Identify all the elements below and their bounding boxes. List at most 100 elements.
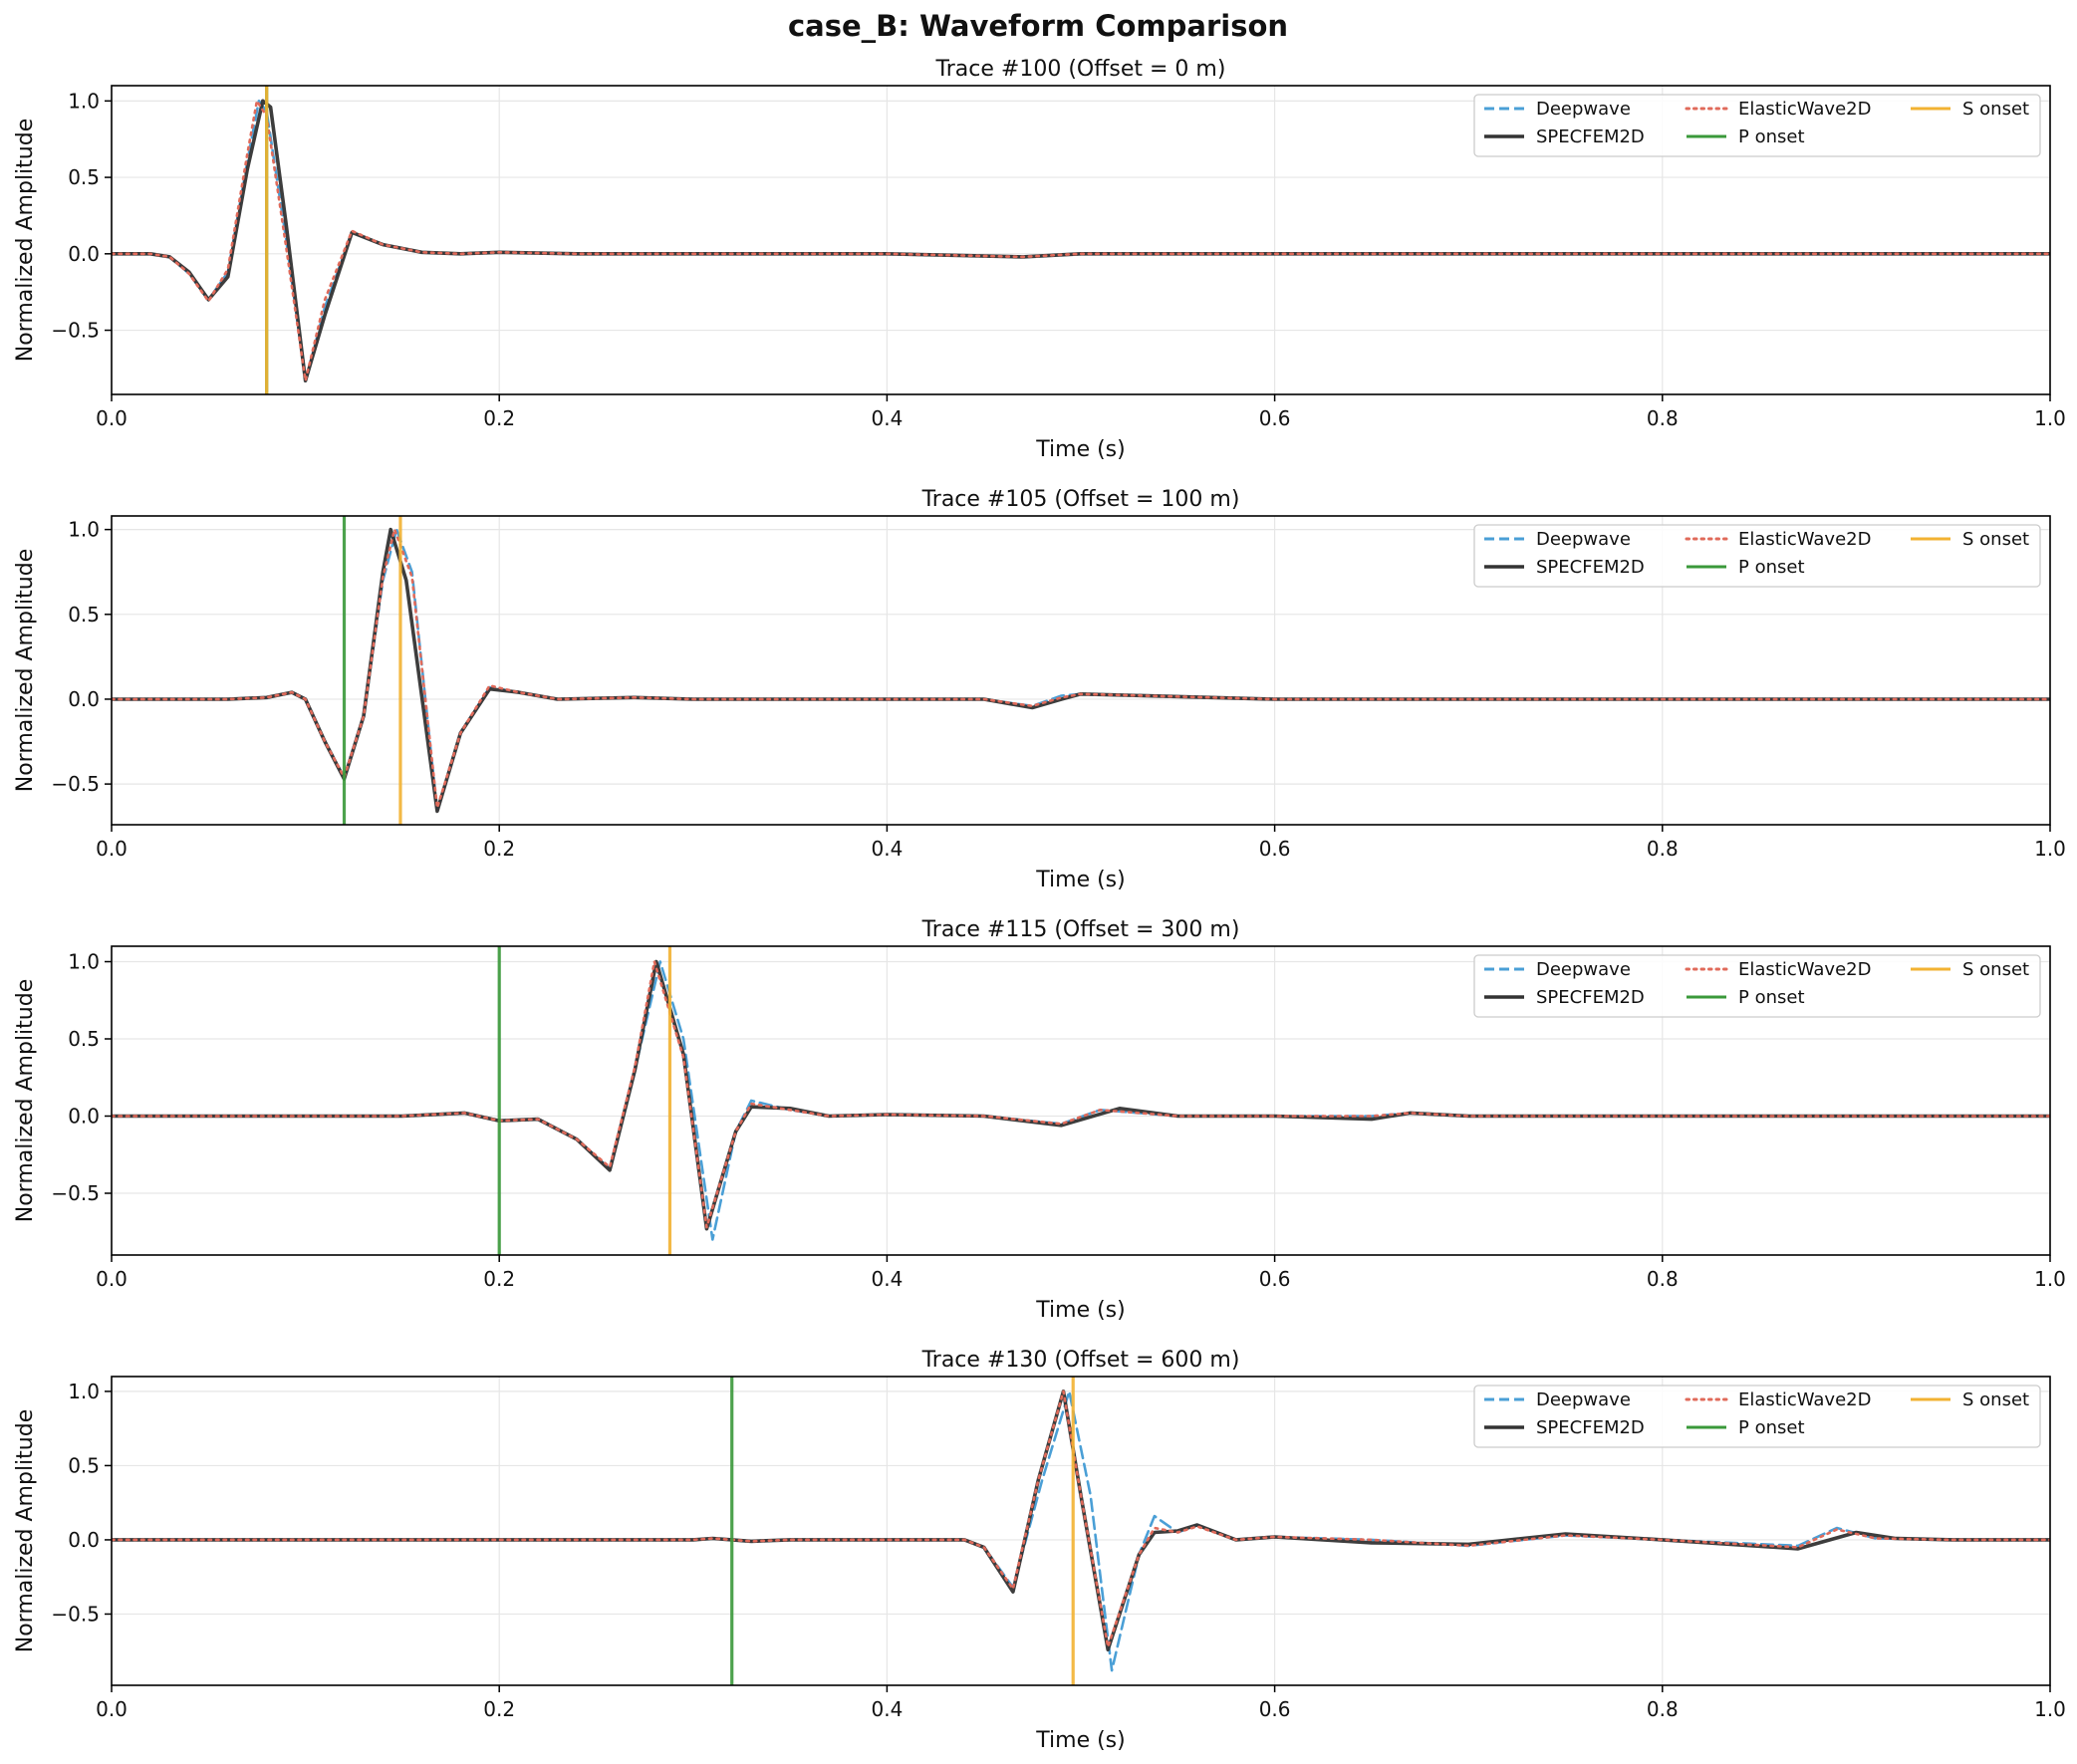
axes-frame [111, 85, 2051, 395]
y-tick-label: 0.5 [68, 603, 100, 627]
panel-1: 0.0 0.2 0.4 0.6 0.8 1.0 −0.5 0.0 0.5 1.0 Trace #10… [13, 57, 2066, 462]
x-tick-label: 1.0 [2034, 1697, 2066, 1721]
y-tick-label: −0.5 [51, 1602, 100, 1626]
legend-label-elasticwave2d: ElasticWave2D [1738, 529, 1871, 550]
x-axis-label: Time (s) [1035, 1298, 1125, 1323]
x-tick-label: 0.8 [1647, 837, 1679, 861]
y-tick-label: 0.5 [68, 1453, 100, 1477]
legend-label-p-onset: P onset [1738, 557, 1805, 578]
panel-data [112, 86, 2050, 394]
axes-frame [111, 515, 2051, 826]
legend-label-p-onset: P onset [1738, 126, 1805, 147]
panel-data [112, 516, 2050, 825]
panel-title: Trace #115 (Offset = 300 m) [921, 917, 1240, 942]
y-tick-label: 1.0 [68, 1380, 100, 1403]
series-line-elasticwave2d [112, 960, 2050, 1229]
legend-label-specfem2d: SPECFEM2D [1536, 987, 1645, 1008]
x-tick-label: 0.0 [96, 837, 128, 861]
y-tick-label: 0.0 [68, 687, 100, 711]
axes-frame [111, 1376, 2051, 1686]
y-tick-label: 1.0 [68, 89, 100, 113]
x-axis-label: Time (s) [1035, 868, 1125, 892]
x-tick-label: 0.0 [96, 406, 128, 430]
legend-frame [1473, 94, 2041, 157]
x-axis-label: Time (s) [1035, 1728, 1125, 1753]
legend-label-elasticwave2d: ElasticWave2D [1738, 1389, 1871, 1410]
legend: Deepwave SPECFEM2D ElasticWave2D P onset S o… [1473, 524, 2041, 588]
x-tick-label: 0.6 [1259, 1697, 1291, 1721]
x-tick-label: 0.4 [871, 406, 903, 430]
y-axis-label: Normalized Amplitude [13, 549, 38, 793]
x-tick-label: 0.8 [1647, 1267, 1679, 1291]
y-tick-label: −0.5 [51, 1181, 100, 1205]
legend-label-elasticwave2d: ElasticWave2D [1738, 99, 1871, 120]
x-tick-label: 0.2 [483, 1697, 515, 1721]
x-tick-label: 0.8 [1647, 1697, 1679, 1721]
legend-label-p-onset: P onset [1738, 987, 1805, 1008]
y-tick-label: 0.0 [68, 1105, 100, 1129]
panel-title: Trace #105 (Offset = 100 m) [921, 487, 1240, 512]
series-line-elasticwave2d [112, 528, 2050, 810]
series-line-elasticwave2d [112, 1389, 2050, 1648]
x-tick-label: 0.6 [1259, 1267, 1291, 1291]
y-tick-label: −0.5 [51, 319, 100, 343]
x-tick-label: 0.8 [1647, 406, 1679, 430]
y-axis-label: Normalized Amplitude [13, 1409, 38, 1653]
axes-frame [111, 945, 2051, 1256]
panel-data [112, 946, 2050, 1255]
legend-label-s-onset: S onset [1962, 529, 2029, 550]
panel-data [112, 1377, 2050, 1685]
y-tick-label: 0.0 [68, 1528, 100, 1552]
panel-3: 0.0 0.2 0.4 0.6 0.8 1.0 −0.5 0.0 0.5 1.0 Trace #11… [13, 917, 2066, 1323]
x-tick-label: 0.0 [96, 1697, 128, 1721]
x-tick-label: 1.0 [2034, 837, 2066, 861]
panel-4: 0.0 0.2 0.4 0.6 0.8 1.0 −0.5 0.0 0.5 1.0 Trace #13… [13, 1348, 2066, 1753]
legend: Deepwave SPECFEM2D ElasticWave2D P onset S o… [1473, 94, 2041, 157]
panels: 0.0 0.2 0.4 0.6 0.8 1.0 −0.5 0.0 0.5 1.0 Trace #10… [13, 57, 2066, 1753]
x-tick-label: 0.0 [96, 1267, 128, 1291]
y-tick-label: 0.5 [68, 1027, 100, 1051]
panel-2: 0.0 0.2 0.4 0.6 0.8 1.0 −0.5 0.0 0.5 1.0 Trace #10… [13, 487, 2066, 892]
legend-label-deepwave: Deepwave [1536, 99, 1631, 120]
legend-label-s-onset: S onset [1962, 959, 2029, 980]
x-tick-label: 0.6 [1259, 837, 1291, 861]
legend-frame [1473, 954, 2041, 1018]
x-tick-label: 0.4 [871, 1267, 903, 1291]
legend-label-p-onset: P onset [1738, 1417, 1805, 1438]
legend-label-elasticwave2d: ElasticWave2D [1738, 959, 1871, 980]
x-tick-label: 0.2 [483, 1267, 515, 1291]
y-tick-label: 1.0 [68, 950, 100, 974]
panel-title: Trace #100 (Offset = 0 m) [935, 57, 1226, 82]
panel-title: Trace #130 (Offset = 600 m) [921, 1348, 1240, 1373]
y-axis-label: Normalized Amplitude [13, 979, 38, 1223]
series-line-elasticwave2d [112, 100, 2050, 382]
legend-label-deepwave: Deepwave [1536, 529, 1631, 550]
y-axis-label: Normalized Amplitude [13, 119, 38, 363]
x-tick-label: 1.0 [2034, 1267, 2066, 1291]
legend-label-deepwave: Deepwave [1536, 959, 1631, 980]
x-tick-label: 0.6 [1259, 406, 1291, 430]
legend-label-deepwave: Deepwave [1536, 1389, 1631, 1410]
legend-label-s-onset: S onset [1962, 1389, 2029, 1410]
legend-label-s-onset: S onset [1962, 99, 2029, 120]
legend-frame [1473, 1385, 2041, 1448]
legend-frame [1473, 524, 2041, 588]
y-tick-label: 1.0 [68, 518, 100, 542]
x-tick-label: 0.4 [871, 1697, 903, 1721]
y-tick-label: −0.5 [51, 772, 100, 796]
x-axis-label: Time (s) [1035, 437, 1125, 462]
legend: Deepwave SPECFEM2D ElasticWave2D P onset S o… [1473, 1385, 2041, 1448]
legend: Deepwave SPECFEM2D ElasticWave2D P onset S o… [1473, 954, 2041, 1018]
x-tick-label: 0.4 [871, 837, 903, 861]
legend-label-specfem2d: SPECFEM2D [1536, 557, 1645, 578]
x-tick-label: 1.0 [2034, 406, 2066, 430]
legend-label-specfem2d: SPECFEM2D [1536, 126, 1645, 147]
y-tick-label: 0.0 [68, 242, 100, 266]
legend-label-specfem2d: SPECFEM2D [1536, 1417, 1645, 1438]
x-tick-label: 0.2 [483, 837, 515, 861]
figure-title: case_B: Waveform Comparison [788, 9, 1288, 43]
y-tick-label: 0.5 [68, 165, 100, 189]
x-tick-label: 0.2 [483, 406, 515, 430]
